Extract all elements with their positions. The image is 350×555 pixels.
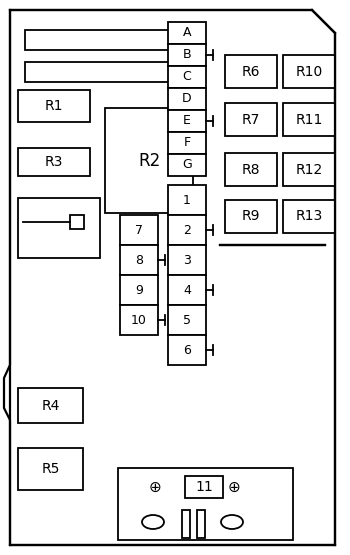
Bar [168, 305, 206, 335]
Text: ⊕: ⊕ [228, 480, 240, 495]
Bar [168, 335, 206, 365]
Bar [118, 468, 293, 540]
Bar [168, 44, 206, 66]
Bar [283, 103, 335, 136]
Text: G: G [182, 159, 192, 171]
Text: 8: 8 [135, 254, 143, 266]
Bar [25, 62, 170, 82]
Text: 4: 4 [183, 284, 191, 296]
Bar [25, 30, 170, 50]
Text: 7: 7 [135, 224, 143, 236]
Bar [197, 510, 205, 538]
Text: R2: R2 [138, 152, 160, 169]
Text: R10: R10 [295, 64, 323, 78]
Ellipse shape [142, 515, 164, 529]
Bar [168, 66, 206, 88]
Text: 1: 1 [183, 194, 191, 206]
Bar [283, 153, 335, 186]
Bar [18, 448, 83, 490]
Bar [120, 215, 158, 245]
Bar [225, 103, 277, 136]
Text: R12: R12 [295, 163, 323, 176]
Bar [120, 245, 158, 275]
Bar [283, 55, 335, 88]
Bar [168, 245, 206, 275]
Text: 2: 2 [183, 224, 191, 236]
Text: R3: R3 [45, 155, 63, 169]
Text: 9: 9 [135, 284, 143, 296]
Bar [120, 305, 158, 335]
Polygon shape [10, 10, 335, 545]
Bar [105, 108, 193, 213]
Text: ⊕: ⊕ [149, 480, 161, 495]
Text: R4: R4 [41, 398, 60, 412]
Text: R9: R9 [242, 209, 260, 224]
Text: F: F [183, 137, 190, 149]
Bar [18, 90, 90, 122]
Text: R8: R8 [242, 163, 260, 176]
Bar [18, 388, 83, 423]
Bar [225, 200, 277, 233]
Text: 11: 11 [195, 480, 213, 494]
Text: B: B [183, 48, 191, 62]
Text: 6: 6 [183, 344, 191, 356]
Text: R11: R11 [295, 113, 323, 127]
Bar [168, 275, 206, 305]
Bar [168, 215, 206, 245]
Text: R13: R13 [295, 209, 323, 224]
Text: 10: 10 [131, 314, 147, 326]
Text: R7: R7 [242, 113, 260, 127]
Text: C: C [183, 70, 191, 83]
Text: R5: R5 [41, 462, 60, 476]
Bar [168, 154, 206, 176]
Text: E: E [183, 114, 191, 128]
Bar [185, 476, 223, 498]
Text: 3: 3 [183, 254, 191, 266]
Bar [283, 200, 335, 233]
Bar [18, 148, 90, 176]
Bar [168, 132, 206, 154]
Bar [168, 22, 206, 44]
Text: A: A [183, 27, 191, 39]
Bar [120, 275, 158, 305]
Text: R6: R6 [242, 64, 260, 78]
Bar [225, 153, 277, 186]
Bar [168, 88, 206, 110]
Text: D: D [182, 93, 192, 105]
Text: R1: R1 [45, 99, 63, 113]
Text: 5: 5 [183, 314, 191, 326]
Ellipse shape [221, 515, 243, 529]
Bar [18, 198, 100, 258]
Bar [168, 185, 206, 215]
Bar [70, 215, 84, 229]
Bar [182, 510, 190, 538]
Bar [225, 55, 277, 88]
Bar [168, 110, 206, 132]
